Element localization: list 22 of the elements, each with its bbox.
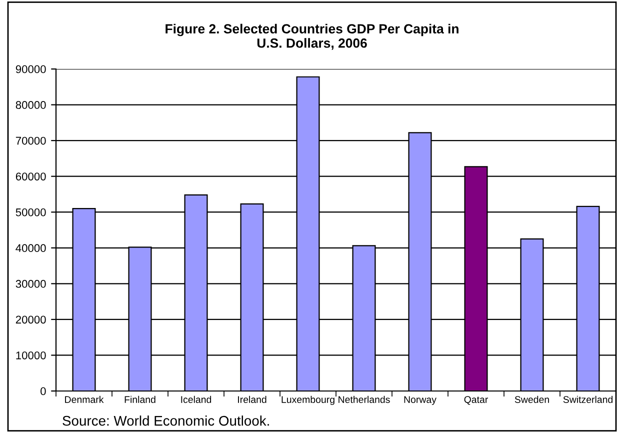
x-tick-label: Qatar bbox=[464, 396, 488, 405]
x-tick-label: Ireland bbox=[238, 396, 266, 403]
source-note: Source: World Economic Outlook. bbox=[62, 416, 269, 426]
y-tick-label: 50000 bbox=[16, 208, 46, 216]
y-tick-label: 30000 bbox=[16, 280, 46, 288]
y-tick-label: 0 bbox=[40, 387, 46, 396]
x-tick-label: Norway bbox=[404, 396, 436, 405]
chart-title: Figure 2. Selected Countries GDP Per Capita in U.S. Dollars, 2006 bbox=[166, 24, 458, 50]
y-tick-label: 90000 bbox=[16, 65, 46, 74]
y-tick-label: 80000 bbox=[16, 101, 46, 109]
x-tick-label: Sweden bbox=[514, 396, 549, 403]
y-tick-label: 60000 bbox=[16, 172, 46, 180]
x-tick-label: Iceland bbox=[181, 396, 212, 403]
x-tick-label: Netherlands bbox=[338, 396, 390, 403]
x-tick-label: Denmark bbox=[65, 396, 104, 403]
y-tick-label: 70000 bbox=[16, 136, 46, 145]
x-tick-label: Luxembourg bbox=[282, 396, 334, 405]
x-tick-label: Finland bbox=[124, 396, 156, 403]
y-tick-label: 10000 bbox=[16, 351, 46, 360]
y-tick-label: 40000 bbox=[16, 244, 46, 252]
x-tick-label: Switzerland bbox=[563, 396, 612, 403]
y-tick-label: 20000 bbox=[16, 316, 46, 324]
